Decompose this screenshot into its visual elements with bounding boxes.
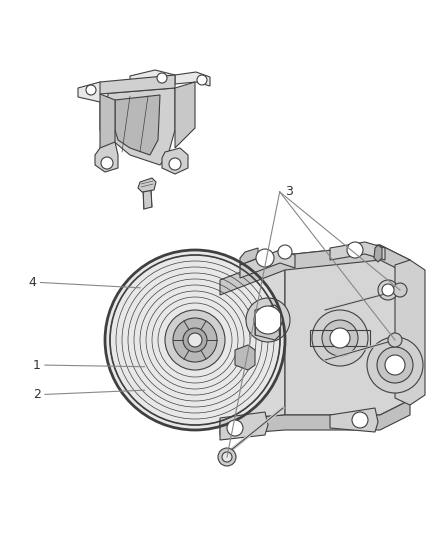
Circle shape xyxy=(197,75,207,85)
Polygon shape xyxy=(175,72,210,86)
Polygon shape xyxy=(100,94,115,155)
Polygon shape xyxy=(255,305,280,340)
Polygon shape xyxy=(220,255,285,420)
Polygon shape xyxy=(220,245,410,295)
Circle shape xyxy=(105,250,285,430)
Polygon shape xyxy=(220,400,410,435)
Circle shape xyxy=(157,73,167,83)
Polygon shape xyxy=(100,75,175,94)
Circle shape xyxy=(382,284,394,296)
Circle shape xyxy=(173,318,217,362)
Polygon shape xyxy=(330,242,385,260)
Circle shape xyxy=(378,280,398,300)
Polygon shape xyxy=(175,82,195,148)
Polygon shape xyxy=(95,142,118,172)
Polygon shape xyxy=(220,412,268,440)
Circle shape xyxy=(165,310,225,370)
Circle shape xyxy=(377,347,413,383)
Circle shape xyxy=(227,420,243,436)
Text: 2: 2 xyxy=(33,388,41,401)
Circle shape xyxy=(385,355,405,375)
Polygon shape xyxy=(100,88,175,165)
Polygon shape xyxy=(143,190,152,209)
Polygon shape xyxy=(240,250,295,278)
Polygon shape xyxy=(330,408,378,432)
Circle shape xyxy=(218,448,236,466)
Circle shape xyxy=(322,320,358,356)
Circle shape xyxy=(86,85,96,95)
Polygon shape xyxy=(115,95,160,155)
Circle shape xyxy=(278,245,292,259)
Circle shape xyxy=(352,412,368,428)
Polygon shape xyxy=(162,148,188,174)
Text: 1: 1 xyxy=(33,359,41,372)
Polygon shape xyxy=(285,245,410,415)
Circle shape xyxy=(388,333,402,347)
Circle shape xyxy=(330,328,350,348)
Circle shape xyxy=(393,283,407,297)
Polygon shape xyxy=(374,245,382,262)
Circle shape xyxy=(222,452,232,462)
Circle shape xyxy=(101,157,113,169)
Polygon shape xyxy=(395,260,425,405)
Circle shape xyxy=(254,306,282,334)
Polygon shape xyxy=(78,82,108,102)
Circle shape xyxy=(312,310,368,366)
Circle shape xyxy=(246,298,290,342)
Polygon shape xyxy=(138,178,156,192)
Circle shape xyxy=(367,337,423,393)
Polygon shape xyxy=(240,248,258,265)
Circle shape xyxy=(183,328,207,352)
Circle shape xyxy=(169,158,181,170)
Circle shape xyxy=(256,249,274,267)
Circle shape xyxy=(347,242,363,258)
Polygon shape xyxy=(235,345,255,370)
Text: 3: 3 xyxy=(285,185,293,198)
Text: 4: 4 xyxy=(28,276,36,289)
Circle shape xyxy=(188,333,202,347)
Polygon shape xyxy=(130,70,175,86)
